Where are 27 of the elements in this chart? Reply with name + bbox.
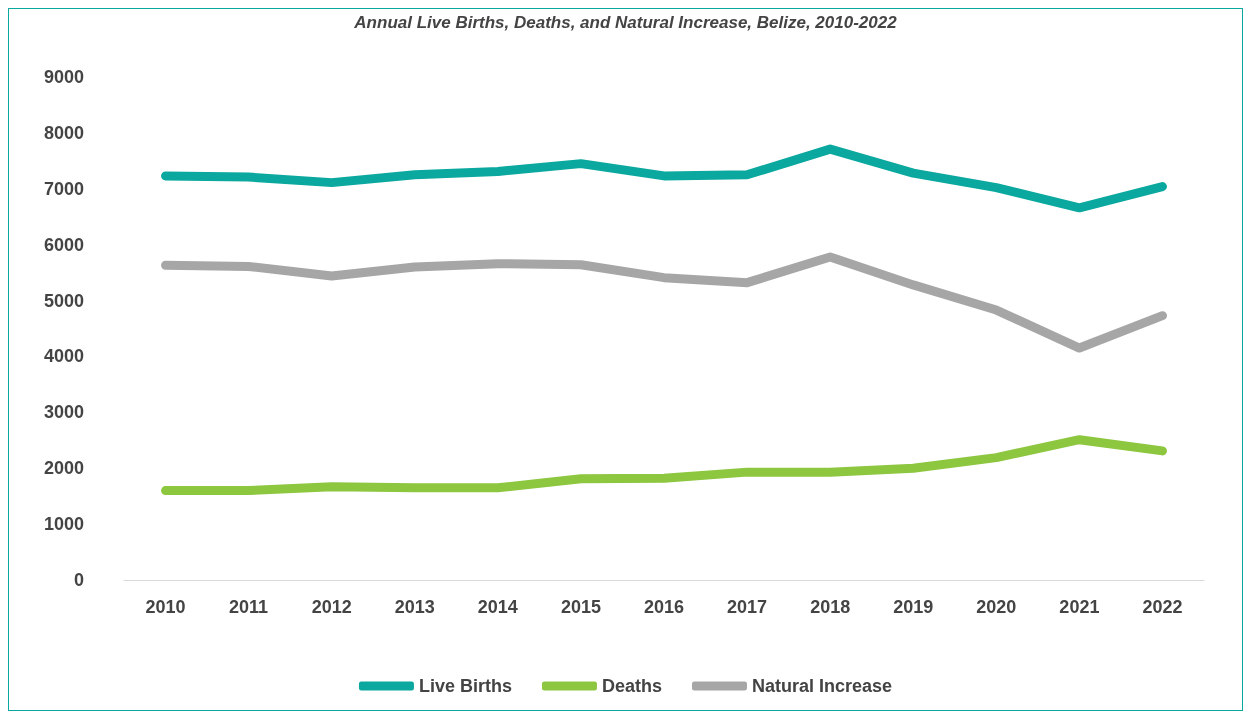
x-tick-label: 2015: [560, 597, 601, 617]
y-tick-label: 0: [73, 570, 84, 590]
x-tick-label: 2011: [229, 597, 269, 617]
y-tick-label: 8000: [43, 122, 84, 143]
x-tick-label: 2020: [976, 597, 1017, 617]
x-tick-label: 2012: [311, 597, 352, 617]
y-tick-label: 7000: [43, 178, 84, 199]
x-tick-label: 2016: [643, 597, 685, 617]
y-tick-label: 9000: [43, 67, 84, 87]
y-tick-label: 2000: [43, 458, 84, 479]
legend-label: Deaths: [601, 676, 662, 696]
y-tick-label: 6000: [43, 234, 84, 255]
x-tick-label: 2010: [145, 597, 186, 617]
x-tick-label: 2018: [810, 597, 851, 617]
x-tick-label: 2019: [893, 597, 934, 617]
y-tick-label: 1000: [43, 514, 84, 535]
y-tick-label: 4000: [43, 346, 84, 367]
y-tick-label: 5000: [43, 290, 84, 311]
y-tick-label: 3000: [43, 402, 84, 423]
x-tick-label: 2013: [394, 597, 435, 617]
legend-label: Natural Increase: [751, 676, 893, 696]
chart-title: Annual Live Births, Deaths, and Natural Increase, Belize, 2010-2022: [353, 13, 898, 32]
x-tick-label: 2022: [1142, 597, 1183, 617]
x-tick-label: 2014: [477, 597, 518, 617]
x-tick-label: 2017: [727, 597, 768, 617]
x-tick-label: 2021: [1059, 597, 1100, 617]
legend-label: Live Births: [418, 676, 512, 696]
